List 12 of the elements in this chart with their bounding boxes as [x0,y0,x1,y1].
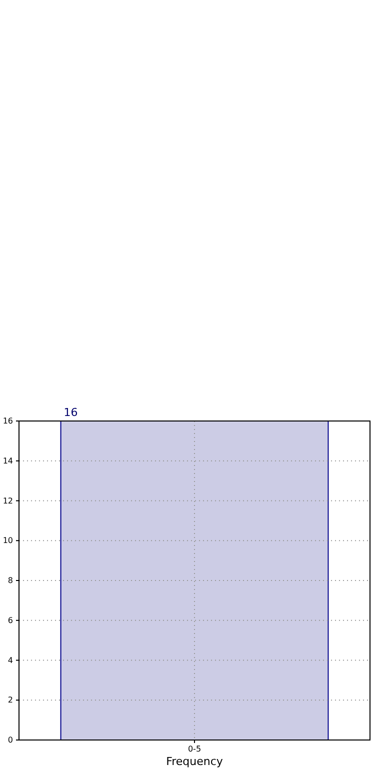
y-tick-label: 8 [8,576,13,586]
y-tick-label: 10 [2,536,13,546]
y-tick-label: 14 [2,456,13,466]
y-tick-label: 12 [2,496,13,506]
y-tick-label: 6 [8,616,13,625]
y-tick-label: 0 [8,736,13,745]
data-label: 16 [64,406,78,419]
x-tick-label: 0-5 [188,744,202,754]
x-axis-title: Frequency [166,755,224,768]
y-tick-label: 2 [8,696,13,705]
y-tick-label: 4 [8,656,13,665]
y-tick-label: 16 [2,416,13,426]
